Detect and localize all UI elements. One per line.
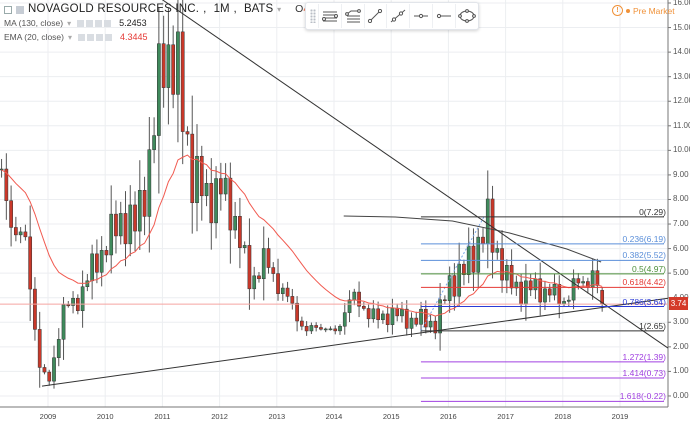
indicator-value: 4.3445 <box>120 32 148 42</box>
chevron-down-icon[interactable]: ▾ <box>68 33 73 42</box>
indicator-label: MA (130, close) <box>4 18 64 28</box>
ellipse-icon[interactable] <box>455 4 478 28</box>
fib-level-label: 0(7.29) <box>639 206 666 217</box>
time-tick: 2010 <box>96 412 114 421</box>
time-tick: 2011 <box>154 412 171 421</box>
settings-icon[interactable] <box>86 20 94 27</box>
price-tick: 2.00 <box>673 341 689 351</box>
fib-level-label: 0.236(6.19) <box>622 233 666 244</box>
price-tick: 5.00 <box>673 268 689 278</box>
price-tick: 12.00 <box>673 96 690 106</box>
price-tick: 9.00 <box>673 169 689 179</box>
time-tick: 2018 <box>554 412 572 421</box>
eye-icon[interactable] <box>78 34 86 41</box>
horizontal-line-icon[interactable] <box>409 4 432 28</box>
status-dot-icon <box>626 8 630 13</box>
more-icon[interactable] <box>95 20 103 27</box>
time-tick: 2012 <box>211 412 228 421</box>
interval-label[interactable]: 1M <box>213 3 230 15</box>
exchange-label: BATS <box>243 3 274 15</box>
fib-level-label: 1(2.65) <box>639 320 666 331</box>
price-tick: 7.00 <box>673 219 689 229</box>
indicator-ema[interactable]: EMA (20, close) ▾ 4.3445 <box>4 31 403 44</box>
warning-icon: ! <box>612 5 623 16</box>
fib-retracement-settings-icon[interactable] <box>317 4 341 28</box>
drawing-toolbar <box>305 2 479 30</box>
time-tick: 2009 <box>39 412 57 421</box>
fib-level-label: 1.618(-0.22) <box>619 391 666 402</box>
price-tick: 8.00 <box>673 194 689 204</box>
close-icon[interactable] <box>105 34 113 41</box>
trend-line-icon[interactable] <box>363 4 387 28</box>
time-tick: 2013 <box>268 412 286 421</box>
price-tick: 15.00 <box>673 22 690 32</box>
candles <box>0 0 605 389</box>
fib-level-label: 0.786(3.64) <box>622 296 666 307</box>
fib-level-label: 0.618(4.42) <box>622 277 666 288</box>
ema-line <box>1 154 603 317</box>
price-tick: 16.00 <box>673 0 690 7</box>
drag-handle-icon[interactable] <box>310 9 316 23</box>
price-tick: 14.00 <box>673 47 690 57</box>
resistance-trendline <box>161 0 669 349</box>
price-tick: 13.00 <box>673 71 690 81</box>
fib-level-label: 1.272(1.39) <box>622 351 666 362</box>
chevron-down-icon[interactable]: ▾ <box>277 5 282 14</box>
eye-icon[interactable] <box>77 20 85 27</box>
ray-line-icon[interactable] <box>386 4 409 28</box>
pre-market-indicator[interactable]: ! Pre Market <box>612 5 675 16</box>
time-tick: 2019 <box>611 412 629 421</box>
fib-level-label: 0.382(5.52) <box>622 250 666 261</box>
time-tick: 2017 <box>497 412 514 421</box>
indicator-value: 5.2453 <box>119 18 147 28</box>
price-tick: 10.00 <box>673 145 690 155</box>
pre-market-label: Pre Market <box>633 5 675 16</box>
close-icon[interactable] <box>104 20 112 27</box>
time-tick: 2016 <box>440 412 457 421</box>
price-tick: 6.00 <box>673 243 689 253</box>
price-tick: 1.00 <box>673 366 689 376</box>
price-tick: 0.00 <box>673 390 689 400</box>
collapse-legend-icon[interactable] <box>4 5 12 14</box>
settings-icon[interactable] <box>87 34 95 41</box>
horizontal-ray-icon[interactable] <box>432 4 455 28</box>
fib-level-label: 0.5(4.97) <box>631 263 666 274</box>
ma-line <box>343 215 602 263</box>
time-tick: 2015 <box>382 412 400 421</box>
indicator-label: EMA (20, close) <box>4 32 64 42</box>
fib-levels-icon[interactable] <box>340 4 364 28</box>
price-tick: 11.00 <box>673 120 690 130</box>
last-price-tag: 3.74 <box>669 297 688 310</box>
price-tick: 3.00 <box>673 317 689 327</box>
chevron-down-icon[interactable]: ▾ <box>67 19 72 28</box>
symbol-color-icon <box>16 5 24 14</box>
indicator-ma[interactable]: MA (130, close) ▾ 5.2453 <box>4 17 403 30</box>
support-trendline <box>41 297 669 387</box>
more-icon[interactable] <box>96 34 104 41</box>
symbol-title[interactable]: NOVAGOLD RESOURCES INC. <box>28 3 200 15</box>
fib-level-label: 1.414(0.73) <box>622 368 666 379</box>
time-tick: 2014 <box>325 412 343 421</box>
